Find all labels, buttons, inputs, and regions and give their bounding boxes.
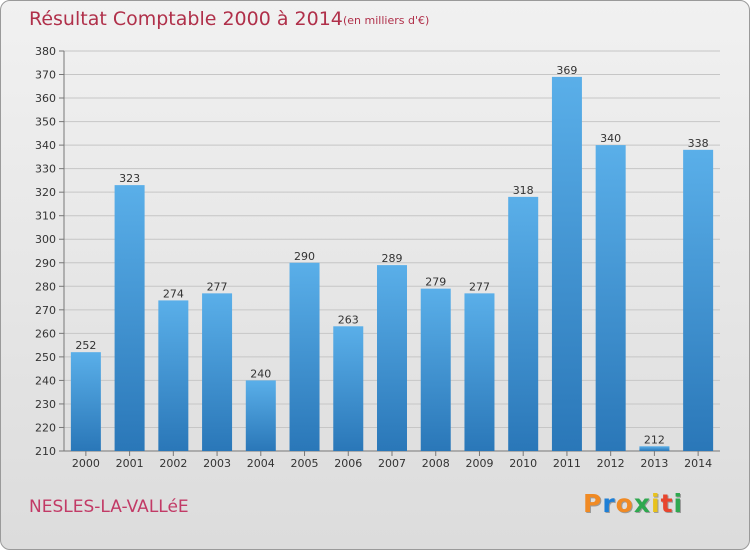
x-tick-label: 2007 <box>378 457 406 470</box>
data-label-2002: 274 <box>163 287 184 300</box>
x-tick-label: 2014 <box>684 457 712 470</box>
x-tick-label: 2013 <box>640 457 668 470</box>
data-label-2005: 290 <box>294 250 315 263</box>
y-tick-label: 220 <box>35 421 56 434</box>
y-tick-label: 260 <box>35 327 56 340</box>
commune-name: NESLES-LA-VALLéE <box>29 497 189 517</box>
x-tick-label: 2006 <box>334 457 362 470</box>
y-tick-label: 340 <box>35 139 56 152</box>
logo-letter: i <box>673 489 684 518</box>
bar-2005 <box>289 262 320 451</box>
x-tick-label: 2008 <box>422 457 450 470</box>
data-label-2014: 338 <box>688 137 709 150</box>
x-tick-label: 2001 <box>116 457 144 470</box>
x-tick-label: 2009 <box>465 457 493 470</box>
y-tick-label: 250 <box>35 351 56 364</box>
logo-letter: o <box>615 489 634 518</box>
bar-2002 <box>158 300 189 451</box>
x-tick-label: 2010 <box>509 457 537 470</box>
bar-2007 <box>377 265 407 451</box>
bar-2008 <box>420 288 451 451</box>
bar-2009 <box>464 293 495 451</box>
x-tick-label: 2012 <box>597 457 625 470</box>
y-tick-label: 350 <box>35 116 56 129</box>
data-label-2004: 240 <box>250 367 271 380</box>
y-tick-label: 290 <box>35 257 56 270</box>
y-tick-label: 330 <box>35 163 56 176</box>
y-tick-label: 270 <box>35 304 56 317</box>
logo-letter: t <box>660 489 674 518</box>
logo-letter: P <box>583 489 603 518</box>
logo-letter: x <box>633 489 651 518</box>
y-tick-label: 240 <box>35 374 56 387</box>
x-tick-label: 2002 <box>159 457 187 470</box>
bar-2012 <box>595 145 626 451</box>
y-tick-label: 360 <box>35 92 56 105</box>
bar-2010 <box>508 196 539 451</box>
data-label-2010: 318 <box>513 184 534 197</box>
y-tick-label: 210 <box>35 445 56 458</box>
x-tick-label: 2000 <box>72 457 100 470</box>
data-label-2011: 369 <box>556 64 577 77</box>
data-label-2006: 263 <box>338 313 359 326</box>
y-tick-label: 370 <box>35 69 56 82</box>
data-label-2000: 252 <box>75 339 96 352</box>
y-tick-label: 380 <box>35 45 56 58</box>
x-tick-label: 2004 <box>247 457 275 470</box>
data-label-2009: 277 <box>469 280 490 293</box>
bar-2004 <box>245 380 276 451</box>
bar-2003 <box>202 293 233 451</box>
bar-2014 <box>683 149 714 451</box>
proxiti-logo: Proxiti <box>583 489 683 518</box>
labels: 210 220 230 240 250 260 270 280 290 300 310 320 330 3… <box>35 45 712 470</box>
logo-letter: i <box>651 489 661 518</box>
x-tick-label: 2005 <box>291 457 319 470</box>
data-label-2001: 323 <box>119 172 140 185</box>
data-label-2008: 279 <box>425 276 446 289</box>
bars <box>70 76 714 451</box>
chart-unit: (en milliers d'€) <box>343 14 430 27</box>
bar-2001 <box>114 185 145 451</box>
logo-letter: r <box>602 489 616 518</box>
chart-title: Résultat Comptable 2000 à 2014 <box>29 8 343 30</box>
y-tick-label: 230 <box>35 398 56 411</box>
x-tick-label: 2011 <box>553 457 581 470</box>
data-label-2003: 277 <box>207 280 228 293</box>
bar-2006 <box>333 326 364 451</box>
data-label-2012: 340 <box>600 132 621 145</box>
bar-2011 <box>551 76 582 451</box>
data-label-2013: 212 <box>644 433 665 446</box>
bar-2013 <box>639 446 670 451</box>
y-tick-label: 310 <box>35 210 56 223</box>
y-tick-label: 320 <box>35 186 56 199</box>
y-tick-label: 280 <box>35 280 56 293</box>
x-tick-label: 2003 <box>203 457 231 470</box>
bar-2000 <box>70 352 101 451</box>
y-tick-label: 300 <box>35 233 56 246</box>
data-label-2007: 289 <box>382 252 403 265</box>
